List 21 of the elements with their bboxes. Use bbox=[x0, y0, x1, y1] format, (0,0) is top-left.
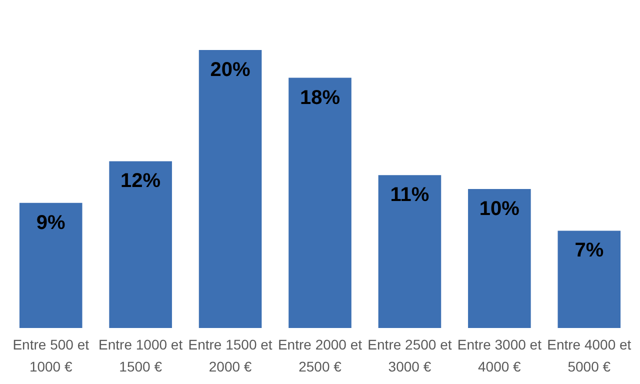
bar bbox=[378, 175, 442, 328]
data-label: 18% bbox=[300, 86, 340, 109]
data-label: 7% bbox=[574, 240, 604, 262]
x-tick-label: Entre 1000 et 1500 € bbox=[98, 336, 183, 374]
bar bbox=[558, 230, 621, 328]
data-label: 11% bbox=[390, 184, 430, 206]
bar bbox=[198, 50, 262, 328]
x-tick-label: Entre 1500 et 2000 € bbox=[188, 336, 272, 374]
data-label: 9% bbox=[36, 212, 66, 234]
bar bbox=[109, 161, 172, 328]
data-label: 10% bbox=[479, 198, 520, 220]
x-tick-label: Entre 500 et 1000 € bbox=[12, 336, 90, 374]
bar bbox=[19, 202, 82, 328]
bar bbox=[288, 78, 352, 328]
x-tick-label: Entre 4000 et 5000 € bbox=[547, 336, 632, 374]
bar bbox=[468, 189, 531, 328]
x-tick-label: Entre 3000 et 4000 € bbox=[457, 336, 542, 374]
data-label: 12% bbox=[120, 170, 161, 192]
x-tick-label: Entre 2500 et 3000 € bbox=[368, 336, 452, 374]
x-tick-label: Entre 2000 et 2500 € bbox=[278, 336, 362, 374]
data-label: 20% bbox=[210, 59, 251, 81]
